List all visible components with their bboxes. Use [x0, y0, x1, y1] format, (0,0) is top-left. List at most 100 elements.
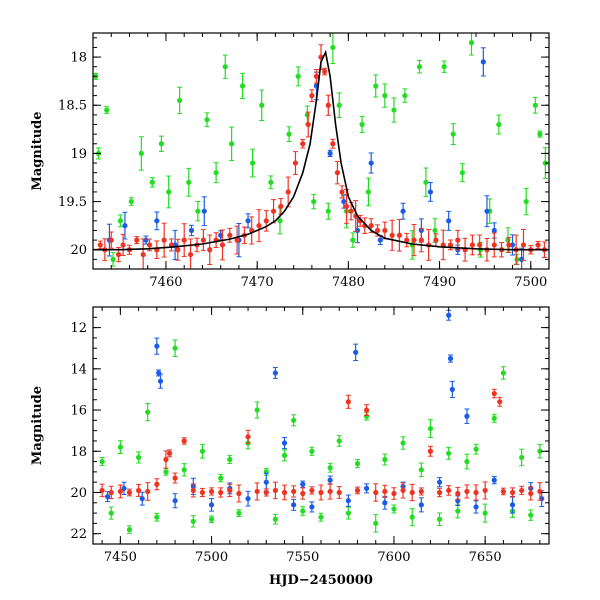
data-point	[295, 73, 301, 79]
data-point	[500, 370, 506, 376]
data-point	[199, 489, 206, 496]
data-point	[423, 179, 429, 185]
y-tick-label: 19.5	[58, 195, 87, 210]
data-point	[270, 208, 277, 214]
data-point	[446, 487, 452, 494]
data-point	[382, 227, 388, 234]
data-point	[436, 479, 443, 485]
plot-area	[93, 33, 549, 269]
data-point	[200, 237, 206, 243]
x-axis-title: HJD−2450000	[269, 573, 373, 588]
data-point	[172, 475, 178, 481]
data-point	[300, 508, 306, 514]
y-tick-label: 20	[70, 243, 87, 258]
data-point	[400, 487, 406, 494]
data-point	[207, 247, 213, 253]
data-point	[263, 218, 269, 224]
data-point	[245, 218, 251, 224]
data-point	[441, 64, 447, 70]
data-point	[145, 488, 151, 495]
data-point	[181, 467, 187, 473]
data-point	[99, 487, 105, 494]
data-point	[374, 227, 381, 234]
data-point	[219, 242, 226, 248]
data-point	[108, 489, 114, 496]
data-point	[227, 456, 233, 463]
data-point	[325, 102, 331, 108]
data-point	[291, 502, 297, 508]
data-point	[136, 454, 142, 461]
data-point	[484, 208, 490, 214]
data-point	[128, 198, 134, 205]
data-point	[146, 242, 153, 248]
data-point	[496, 121, 502, 128]
data-point	[418, 502, 424, 508]
data-point	[365, 189, 372, 195]
data-point	[175, 247, 181, 253]
data-point	[115, 251, 122, 258]
data-point	[469, 242, 475, 248]
x-tick-label: 7450	[104, 550, 137, 565]
x-tick-label: 7550	[286, 550, 319, 565]
data-point	[446, 218, 452, 224]
data-point	[482, 510, 488, 516]
data-point	[537, 131, 543, 137]
data-point	[389, 232, 395, 238]
data-point	[272, 516, 278, 522]
data-point	[305, 121, 311, 128]
data-point	[140, 251, 146, 258]
top-panel: 7460 7470 7480 7490 7500 18 18.5 19 19.5 20 Magnit…	[30, 32, 550, 290]
data-point	[281, 489, 288, 496]
y-axis-title: Magnitude	[30, 386, 45, 465]
data-point	[368, 160, 374, 166]
data-point	[167, 450, 173, 456]
data-point	[208, 516, 215, 522]
data-point	[104, 107, 110, 113]
data-point	[402, 93, 408, 99]
data-point	[432, 227, 438, 234]
data-point	[330, 44, 336, 51]
data-point	[473, 504, 479, 510]
data-point	[97, 242, 103, 248]
data-point	[447, 242, 454, 248]
data-point	[318, 514, 324, 520]
y-tick-label: 22	[70, 527, 87, 542]
data-point	[427, 425, 434, 432]
plot-frame	[92, 32, 550, 270]
plot-area	[99, 309, 545, 534]
data-point	[350, 237, 356, 243]
data-point	[99, 458, 105, 465]
data-point	[154, 514, 160, 520]
model-curve	[93, 49, 549, 251]
data-point	[263, 479, 269, 485]
x-tick-label: 7480	[332, 275, 365, 290]
data-point	[336, 489, 342, 496]
data-point	[311, 198, 317, 205]
data-point	[535, 242, 541, 248]
data-point	[509, 489, 516, 496]
data-point	[447, 355, 454, 362]
data-point	[446, 312, 452, 318]
data-point	[138, 150, 144, 157]
data-point	[377, 237, 383, 243]
data-point	[259, 102, 265, 108]
data-point	[455, 508, 461, 514]
data-point	[117, 488, 123, 495]
data-point	[427, 448, 434, 454]
data-point	[519, 487, 525, 494]
data-point	[291, 417, 297, 423]
data-point	[373, 489, 379, 496]
data-point	[391, 506, 397, 512]
data-point	[464, 488, 470, 495]
y-tick-label: 19	[70, 147, 87, 162]
data-point	[411, 237, 417, 243]
data-point	[382, 93, 388, 99]
data-point	[336, 102, 342, 108]
data-point	[177, 97, 183, 104]
data-point	[278, 203, 284, 209]
y-tick-label: 18	[70, 51, 87, 66]
data-point	[134, 237, 140, 243]
data-point	[300, 481, 306, 487]
data-point	[459, 170, 465, 176]
data-point	[505, 237, 511, 243]
